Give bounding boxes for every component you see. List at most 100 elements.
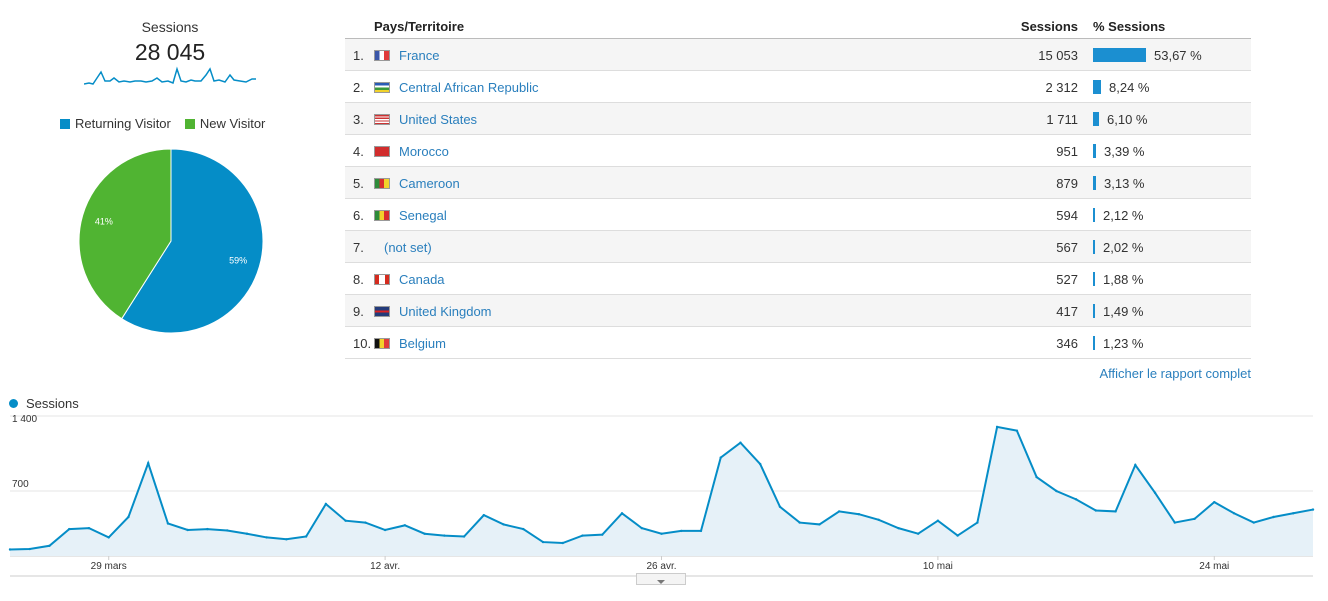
data-point[interactable] (620, 512, 624, 515)
data-point[interactable] (956, 534, 959, 537)
data-point[interactable] (1252, 521, 1255, 524)
data-point[interactable] (857, 513, 861, 516)
data-point[interactable] (344, 519, 347, 522)
data-point[interactable] (1094, 509, 1098, 512)
data-point[interactable] (383, 528, 387, 532)
country-link[interactable]: Morocco (399, 144, 449, 159)
data-point[interactable] (1035, 475, 1038, 479)
data-point[interactable] (1015, 429, 1019, 432)
data-point[interactable] (1193, 517, 1196, 521)
data-point[interactable] (778, 505, 782, 508)
pie-slice-new[interactable] (78, 148, 172, 320)
data-point[interactable] (225, 529, 229, 532)
data-point[interactable] (640, 526, 643, 530)
data-point[interactable] (561, 541, 564, 545)
sessions-value: 567 (1056, 240, 1078, 255)
data-point[interactable] (364, 521, 367, 524)
legend-item-new[interactable]: New Visitor (184, 116, 266, 131)
flag-belgium-icon (374, 338, 390, 349)
sessions-line-chart: 1 400 700 29 mars 12 avr. 26 avr. 10 mai 24 ma… (8, 414, 1315, 577)
data-point[interactable] (166, 522, 170, 525)
sessions-chart-legend: Sessions (9, 396, 79, 411)
data-point[interactable] (403, 524, 407, 527)
pct-sessions-value: 2,12 % (1103, 208, 1144, 223)
data-point[interactable] (186, 528, 189, 532)
data-point[interactable] (976, 521, 979, 524)
legend-label-new: New Visitor (199, 116, 266, 131)
data-point[interactable] (8, 548, 12, 551)
data-point[interactable] (28, 547, 31, 551)
data-point[interactable] (739, 441, 742, 444)
country-link[interactable]: (not set) (384, 240, 432, 255)
data-point[interactable] (1153, 491, 1157, 495)
data-point[interactable] (1292, 512, 1295, 515)
data-point[interactable] (1311, 508, 1315, 511)
data-point[interactable] (581, 534, 584, 537)
country-link[interactable]: Belgium (399, 336, 446, 351)
data-point[interactable] (245, 532, 249, 535)
data-point[interactable] (285, 538, 288, 541)
country-link[interactable]: Canada (399, 272, 445, 287)
header-sessions[interactable]: Sessions (1020, 19, 1078, 34)
country-link[interactable]: United Kingdom (399, 304, 492, 319)
pie-slice-returning[interactable] (121, 148, 264, 334)
data-point[interactable] (1213, 500, 1216, 504)
row-index: 1. (353, 48, 364, 63)
country-link[interactable]: United States (399, 112, 478, 127)
data-point[interactable] (127, 515, 130, 519)
data-point[interactable] (68, 527, 71, 531)
data-point[interactable] (660, 532, 663, 535)
new-swatch (184, 118, 195, 129)
sessions-summary-value: 28 045 (134, 39, 206, 65)
data-point[interactable] (107, 536, 110, 539)
full-report-link[interactable]: Afficher le rapport complet (1099, 366, 1252, 381)
country-link[interactable]: Central African Republic (399, 80, 539, 95)
data-point[interactable] (265, 536, 268, 539)
data-point[interactable] (1114, 510, 1117, 513)
data-point[interactable] (1134, 463, 1137, 467)
data-point[interactable] (995, 425, 999, 429)
data-point[interactable] (818, 523, 821, 526)
flag-cameroon-icon (374, 178, 390, 189)
data-point[interactable] (522, 527, 525, 531)
chart-range-handle[interactable] (636, 573, 686, 585)
data-point[interactable] (916, 532, 920, 535)
data-point[interactable] (462, 535, 466, 538)
data-point[interactable] (601, 533, 604, 536)
data-point[interactable] (837, 510, 841, 513)
data-point[interactable] (936, 519, 940, 522)
data-point[interactable] (541, 540, 545, 544)
header-pct-sessions[interactable]: % Sessions (1093, 19, 1166, 34)
header-country[interactable]: Pays/Territoire (374, 19, 465, 34)
sessions-value: 346 (1056, 336, 1078, 351)
data-point[interactable] (502, 523, 505, 526)
data-point[interactable] (87, 526, 91, 530)
data-point[interactable] (877, 518, 880, 521)
data-point[interactable] (798, 521, 801, 524)
data-point[interactable] (304, 535, 308, 538)
country-link[interactable]: Senegal (399, 208, 447, 223)
flag-france-icon (374, 50, 390, 61)
row-index: 8. (353, 272, 364, 287)
data-point[interactable] (482, 513, 486, 517)
data-point[interactable] (1173, 521, 1177, 524)
data-point[interactable] (48, 544, 51, 547)
country-link[interactable]: France (399, 48, 440, 63)
x-tick-label: 12 avr. (370, 561, 400, 572)
data-point[interactable] (423, 532, 426, 535)
data-point[interactable] (1074, 498, 1078, 501)
country-link[interactable]: Cameroon (399, 176, 460, 191)
data-point[interactable] (1272, 515, 1275, 519)
data-point[interactable] (443, 534, 446, 537)
data-point[interactable] (719, 456, 722, 459)
data-point[interactable] (146, 461, 150, 465)
data-point[interactable] (324, 502, 328, 506)
legend-item-returning[interactable]: Returning Visitor (60, 116, 171, 131)
data-point[interactable] (699, 529, 703, 533)
data-point[interactable] (1055, 489, 1058, 493)
data-point[interactable] (897, 526, 900, 530)
data-point[interactable] (680, 529, 683, 533)
data-point[interactable] (759, 462, 762, 466)
data-point[interactable] (206, 527, 209, 531)
data-point[interactable] (1232, 512, 1236, 515)
